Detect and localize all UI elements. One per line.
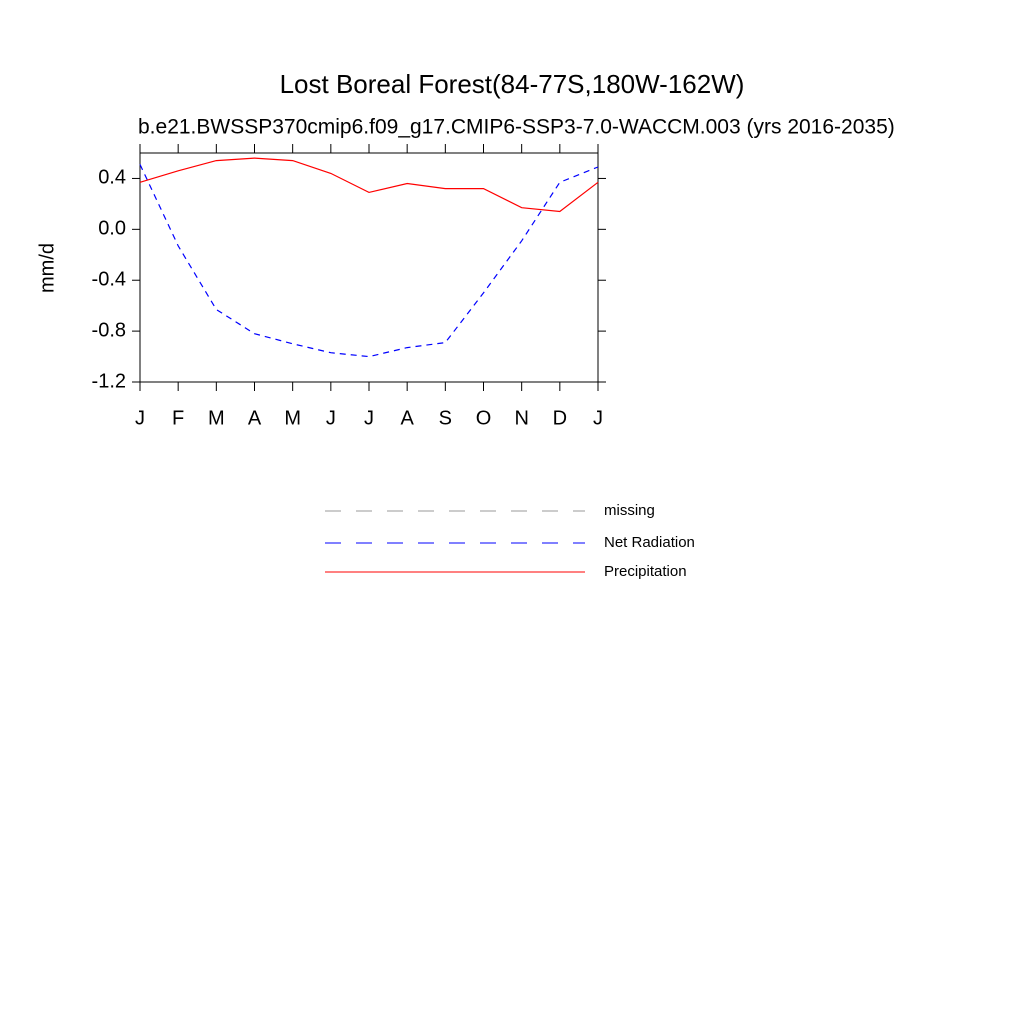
chart-subtitle: b.e21.BWSSP370cmip6.f09_g17.CMIP6-SSP3-7…: [138, 116, 895, 139]
x-tick-label: J: [593, 407, 603, 429]
x-tick-label: J: [135, 407, 145, 429]
legend-label: Precipitation: [604, 563, 687, 580]
x-tick-label: N: [514, 407, 528, 429]
x-tick-label: D: [553, 407, 567, 429]
series-line: [139, 164, 599, 358]
y-tick-label: 0.4: [98, 167, 126, 189]
y-axis-label: mm/d: [36, 243, 58, 293]
y-tick-label: 0.0: [98, 218, 126, 240]
x-tick-label: J: [326, 407, 336, 429]
y-tick-label: -0.4: [92, 269, 126, 291]
x-tick-label: M: [284, 407, 301, 429]
x-tick-label: J: [364, 407, 374, 429]
series-line: [139, 157, 599, 213]
x-tick-label: S: [439, 407, 452, 429]
y-tick-label: -1.2: [92, 370, 126, 392]
x-tick-label: F: [172, 407, 184, 429]
y-tick-label: -0.8: [92, 319, 126, 341]
x-tick-label: O: [476, 407, 492, 429]
x-tick-label: M: [208, 407, 225, 429]
x-tick-label: A: [248, 407, 262, 429]
x-tick-label: A: [400, 407, 414, 429]
legend-label: missing: [604, 502, 655, 519]
chart-title: Lost Boreal Forest(84-77S,180W-162W): [280, 69, 745, 99]
legend-label: Net Radiation: [604, 534, 695, 551]
